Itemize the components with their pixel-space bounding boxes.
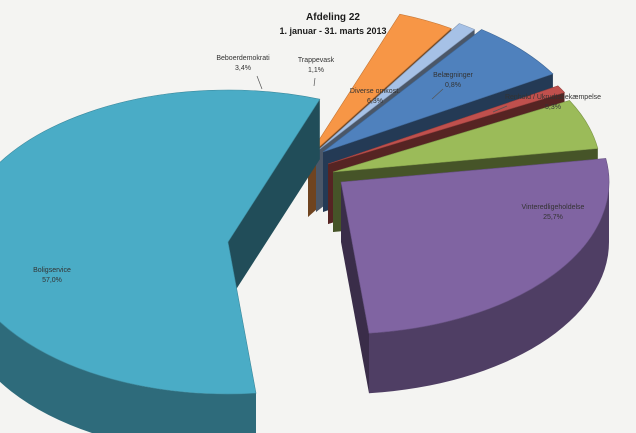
data-label-diverse-omkost: Diverse omkost. <box>350 88 400 95</box>
data-label-boligservice: Boligservice <box>33 267 71 274</box>
data-label-renhold-ukrudtsbekaempelse: Renhold / Ukrudtsbekæmpelse <box>505 94 601 101</box>
slice-top <box>315 23 476 153</box>
leader-line-trappevask <box>313 77 316 87</box>
data-value-belaegninger: 0,8% <box>445 82 461 89</box>
slice-top <box>307 13 452 158</box>
data-value-vinteredligeholdelse: 25,7% <box>543 214 563 221</box>
data-label-belaegninger: Belægninger <box>433 72 473 79</box>
data-value-boligservice: 57,0% <box>42 277 62 284</box>
slice-top <box>327 85 566 165</box>
data-label-vinteredligeholdelse: Vinteredligeholdelse <box>522 204 585 211</box>
data-label-beboerdemokrati: Beboerdemokrati <box>216 55 270 62</box>
chart-subtitle: 1. januar - 31. marts 2013 <box>279 26 386 36</box>
leader-line-beboerdemokrati <box>256 75 263 90</box>
data-label-trappevask: Trappevask <box>298 57 335 64</box>
slice-top <box>340 158 610 334</box>
leader-line-belaegninger <box>431 88 444 100</box>
slice-top <box>322 29 554 153</box>
slice-side <box>369 182 609 394</box>
slice-side <box>0 321 256 433</box>
slice-boligservice <box>0 89 321 433</box>
leader-line-renhold-ukrudtsbekaempelse <box>492 105 508 113</box>
data-value-trappevask: 1,1% <box>308 67 324 74</box>
slice-top <box>0 89 321 395</box>
slice-wall-end <box>228 99 320 302</box>
slice-wall-end <box>341 182 369 394</box>
data-value-beboerdemokrati: 3,4% <box>235 65 251 72</box>
chart-title: Afdeling 22 <box>306 12 360 23</box>
slice-vinteredligeholdelse <box>340 158 610 394</box>
data-value-diverse-omkost: 6,3% <box>367 98 383 105</box>
slice-top <box>332 100 599 173</box>
data-value-renhold-ukrudtsbekaempelse: 5,3% <box>545 104 561 111</box>
